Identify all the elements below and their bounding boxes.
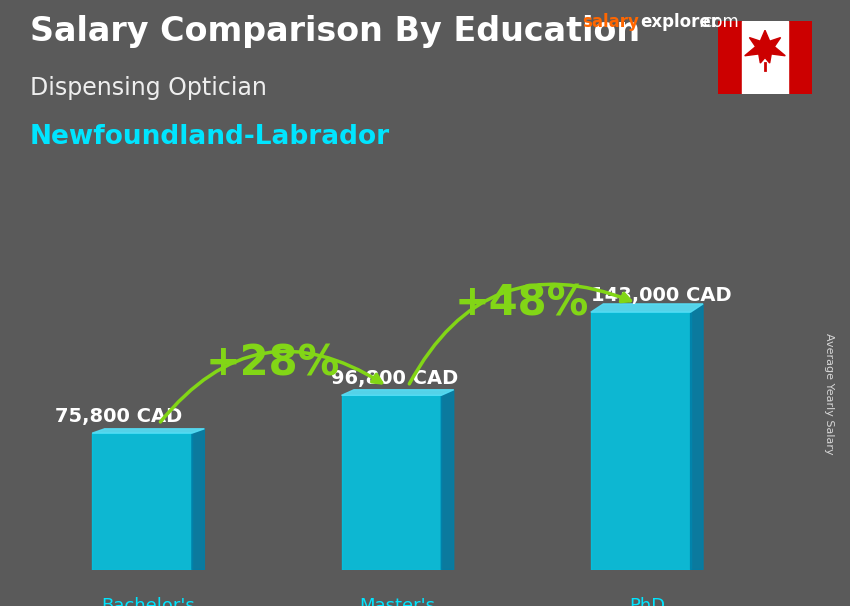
Polygon shape xyxy=(591,304,703,312)
Bar xyxy=(718,21,741,94)
Text: Dispensing Optician: Dispensing Optician xyxy=(30,76,267,100)
Bar xyxy=(342,395,441,570)
Polygon shape xyxy=(92,429,204,433)
Bar xyxy=(741,21,788,94)
Text: +28%: +28% xyxy=(206,343,340,385)
Text: Newfoundland-Labrador: Newfoundland-Labrador xyxy=(30,124,390,150)
Polygon shape xyxy=(342,390,454,395)
Polygon shape xyxy=(690,304,703,570)
Bar xyxy=(92,433,192,570)
FancyArrowPatch shape xyxy=(410,284,631,384)
Polygon shape xyxy=(745,30,785,63)
Polygon shape xyxy=(192,429,204,570)
Text: salary: salary xyxy=(582,13,639,32)
FancyArrowPatch shape xyxy=(161,351,382,422)
Text: +48%: +48% xyxy=(455,282,589,324)
Text: 75,800 CAD: 75,800 CAD xyxy=(54,407,182,426)
Polygon shape xyxy=(441,390,454,570)
Bar xyxy=(591,312,690,570)
Text: Master's
Degree: Master's Degree xyxy=(360,597,435,606)
Text: 96,800 CAD: 96,800 CAD xyxy=(332,369,458,388)
Text: 143,000 CAD: 143,000 CAD xyxy=(591,286,732,305)
Text: explorer: explorer xyxy=(640,13,719,32)
Text: Salary Comparison By Education: Salary Comparison By Education xyxy=(30,15,640,48)
Text: PhD: PhD xyxy=(629,597,665,606)
Text: .com: .com xyxy=(698,13,739,32)
Text: Average Yearly Salary: Average Yearly Salary xyxy=(824,333,834,454)
Bar xyxy=(788,21,812,94)
Text: Bachelor's
Degree: Bachelor's Degree xyxy=(101,597,196,606)
